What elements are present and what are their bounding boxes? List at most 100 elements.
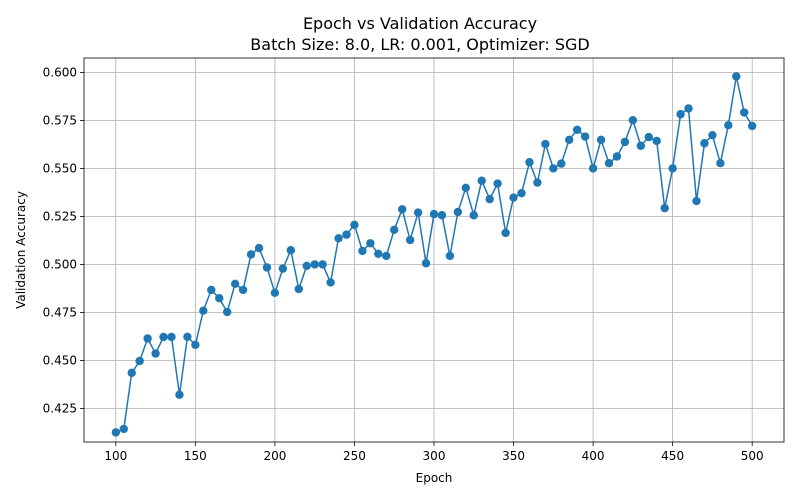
- data-point: [374, 249, 383, 259]
- data-point: [294, 284, 303, 294]
- data-point: [668, 164, 677, 173]
- data-point: [238, 285, 248, 295]
- data-point: [692, 196, 701, 206]
- data-point: [270, 288, 280, 298]
- data-point: [485, 194, 494, 204]
- data-point: [111, 428, 121, 437]
- data-point: [159, 332, 168, 342]
- data-point: [565, 135, 574, 144]
- data-point: [724, 121, 733, 130]
- data-point: [143, 334, 152, 343]
- data-point: [517, 188, 526, 198]
- chart-subtitle: Batch Size: 8.0, LR: 0.001, Optimizer: S…: [250, 35, 589, 54]
- x-tick-label: 200: [263, 449, 286, 463]
- axis-ticks: 100 150 200 250 300 350 400 450 500 0.425 0.450 0.4…: [43, 65, 764, 463]
- data-point: [501, 228, 510, 238]
- data-point: [302, 261, 311, 271]
- data-point: [350, 220, 359, 230]
- data-point: [477, 176, 486, 185]
- data-point: [596, 135, 606, 144]
- data-point: [127, 368, 136, 378]
- data-point: [286, 245, 296, 255]
- data-point: [358, 246, 367, 256]
- data-point: [588, 164, 598, 173]
- y-tick-label: 0.425: [43, 401, 77, 415]
- x-tick-label: 250: [343, 449, 366, 463]
- data-point: [636, 141, 646, 150]
- data-point: [254, 243, 264, 253]
- y-tick-label: 0.450: [43, 353, 77, 367]
- y-tick-label: 0.475: [43, 305, 77, 319]
- data-point: [382, 251, 391, 261]
- data-point: [708, 130, 717, 140]
- data-point: [318, 260, 327, 269]
- data-point: [445, 251, 455, 261]
- data-point: [366, 239, 375, 248]
- data-point: [612, 152, 622, 161]
- data-point: [326, 278, 335, 287]
- data-point: [644, 132, 653, 142]
- data-point: [222, 307, 232, 317]
- y-axis-label: Validation Accuracy: [14, 191, 28, 309]
- x-tick-label: 350: [502, 449, 525, 463]
- x-tick-label: 300: [423, 449, 446, 463]
- data-point: [246, 250, 256, 259]
- data-point: [509, 193, 518, 202]
- data-point: [215, 293, 224, 303]
- x-tick-label: 500: [741, 449, 764, 463]
- data-point: [175, 390, 184, 399]
- data-point: [405, 235, 415, 245]
- data-point: [342, 230, 351, 239]
- data-point: [604, 159, 614, 168]
- data-point: [525, 158, 534, 167]
- data-point: [580, 132, 590, 141]
- y-tick-label: 0.550: [43, 161, 77, 175]
- y-tick-label: 0.525: [43, 209, 77, 223]
- data-point: [700, 139, 709, 148]
- data-point: [652, 136, 661, 146]
- x-tick-label: 100: [104, 449, 127, 463]
- data-point: [557, 159, 566, 168]
- data-point: [199, 306, 208, 315]
- data-point: [549, 164, 558, 173]
- data-point: [135, 356, 144, 366]
- data-point: [469, 211, 478, 220]
- data-point: [191, 340, 200, 350]
- data-point: [572, 125, 582, 135]
- data-point: [207, 285, 216, 295]
- data-point: [660, 203, 669, 213]
- data-point: [740, 108, 749, 117]
- x-tick-label: 150: [184, 449, 207, 463]
- data-point: [167, 332, 176, 342]
- data-point: [429, 209, 439, 219]
- data-point: [716, 159, 725, 168]
- data-point: [334, 234, 343, 243]
- data-point: [413, 208, 423, 217]
- data-point: [310, 260, 319, 269]
- data-point: [676, 110, 685, 119]
- data-point: [453, 207, 463, 217]
- data-point: [119, 424, 128, 434]
- data-point: [151, 349, 160, 358]
- series-validation-accuracy: [111, 72, 757, 437]
- data-point: [533, 178, 542, 187]
- data-point: [541, 139, 550, 149]
- data-point: [461, 183, 471, 192]
- y-tick-label: 0.600: [43, 65, 77, 79]
- x-tick-label: 450: [661, 449, 684, 463]
- data-point: [230, 279, 240, 288]
- y-tick-label: 0.575: [43, 113, 77, 127]
- chart-title: Epoch vs Validation Accuracy: [303, 14, 537, 33]
- data-point: [620, 137, 630, 147]
- data-point: [732, 72, 741, 81]
- data-point: [684, 104, 693, 113]
- x-tick-label: 400: [582, 449, 605, 463]
- data-point: [183, 332, 192, 341]
- data-point: [437, 211, 447, 220]
- data-point: [421, 259, 431, 268]
- data-point: [397, 205, 407, 214]
- data-point: [390, 225, 399, 235]
- x-axis-label: Epoch: [416, 471, 453, 485]
